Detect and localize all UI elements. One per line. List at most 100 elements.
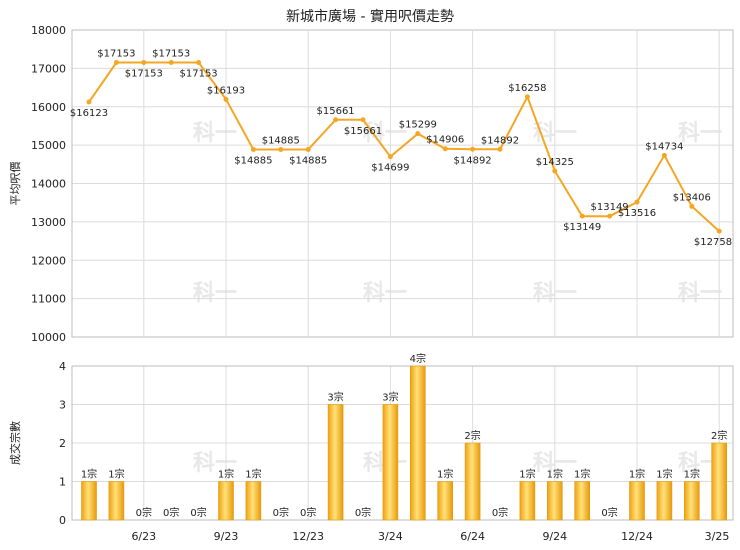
count-data-label: 2宗: [711, 429, 727, 442]
count-data-label: 1宗: [629, 468, 645, 481]
watermark-text: 科一: [193, 281, 237, 306]
count-bar: [629, 481, 645, 521]
count-bar: [245, 481, 262, 521]
price-point: [141, 60, 147, 66]
price-data-label: $17153: [152, 49, 190, 60]
count-data-label: 1宗: [519, 468, 535, 481]
price-data-label: $13516: [618, 208, 656, 219]
plot-frame-top: [71, 29, 734, 338]
price-data-label: $17153: [180, 69, 218, 80]
price-data-label: $15299: [399, 120, 437, 131]
count-data-label: 1宗: [437, 468, 453, 481]
x-tick-label: 12/23: [292, 530, 324, 543]
price-point: [305, 147, 311, 153]
y-tick-label: 17000: [31, 62, 66, 75]
count-data-label: 0宗: [190, 506, 206, 519]
price-data-label: $16258: [508, 83, 546, 94]
count-bar: [683, 481, 700, 521]
y-tick-label: 1: [59, 476, 66, 489]
price-point: [716, 228, 722, 234]
x-tick-label: 6/23: [131, 530, 156, 543]
x-tick-label: 12/24: [621, 530, 653, 543]
price-data-label: $14892: [454, 155, 492, 166]
price-point: [497, 146, 503, 152]
price-point: [470, 146, 476, 152]
count-bar: [409, 365, 426, 521]
count-data-label: 1宗: [245, 468, 261, 481]
count-bar: [218, 481, 234, 521]
y-tick-label: 4: [59, 360, 66, 373]
y-tick-label: 2: [59, 437, 66, 450]
price-data-label: $13406: [673, 192, 711, 203]
price-data-label: $14734: [645, 141, 683, 152]
price-data-label: $17153: [97, 49, 135, 60]
price-data-label: $15661: [317, 106, 355, 117]
chart-title: 新城市廣場 - 實用呎價走勢: [286, 9, 454, 25]
price-data-label: $14892: [481, 135, 519, 146]
price-point: [661, 152, 667, 158]
count-data-label: 0宗: [355, 506, 371, 519]
y-tick-label: 10000: [31, 331, 66, 344]
count-data-label: 0宗: [273, 506, 289, 519]
price-data-label: $16193: [207, 85, 245, 96]
y-tick-label: 15000: [31, 139, 66, 152]
price-point: [442, 146, 448, 152]
count-bar: [711, 442, 728, 521]
price-data-label: $14699: [371, 163, 409, 174]
price-series-line: [88, 61, 720, 232]
y-tick-label: 3: [59, 399, 66, 412]
price-point: [634, 199, 640, 205]
y-tick-label: 14000: [31, 178, 66, 191]
x-tick-label: 9/23: [214, 530, 239, 543]
count-bar: [382, 404, 399, 521]
price-data-label: $14325: [536, 157, 574, 168]
count-data-label: 1宗: [108, 468, 124, 481]
price-point: [223, 96, 229, 102]
count-data-label: 1宗: [684, 468, 700, 481]
count-data-label: 1宗: [218, 468, 234, 481]
price-data-label: $13149: [591, 202, 629, 213]
count-data-label: 4宗: [410, 352, 426, 365]
count-data-label: 0宗: [300, 506, 316, 519]
watermark-text: 科一: [193, 121, 237, 146]
price-point: [579, 213, 585, 219]
count-data-label: 3宗: [327, 391, 343, 404]
y-axis-label-price: 平均呎價: [8, 162, 22, 206]
count-bar: [327, 404, 344, 521]
price-data-label: $17153: [125, 69, 163, 80]
y-tick-label: 12000: [31, 254, 66, 267]
count-data-label: 0宗: [601, 506, 617, 519]
price-point: [689, 203, 695, 209]
price-data-label: $14906: [426, 135, 464, 146]
count-data-label: 2宗: [464, 429, 480, 442]
x-tick-label: 3/25: [705, 530, 730, 543]
watermark-text: 科一: [363, 281, 407, 306]
count-data-label: 0宗: [163, 506, 179, 519]
price-point: [250, 147, 256, 153]
count-bar: [108, 481, 125, 521]
count-data-label: 0宗: [492, 506, 508, 519]
count-bar: [464, 442, 481, 521]
price-point: [86, 99, 92, 105]
price-point: [415, 131, 421, 137]
x-tick-label: 6/24: [460, 530, 485, 543]
price-point: [333, 117, 339, 123]
count-data-label: 1宗: [547, 468, 563, 481]
watermark-text: 科一: [678, 281, 722, 306]
y-tick-label: 0: [59, 514, 66, 527]
price-point: [387, 154, 393, 160]
watermark-text: 科一: [678, 121, 722, 146]
price-data-label: $14885: [289, 156, 327, 167]
price-point: [278, 147, 284, 153]
watermark-text: 科一: [193, 451, 237, 476]
plot-frame-bottom: [71, 365, 734, 521]
y-tick-label: 18000: [31, 24, 66, 37]
price-data-label: $13149: [563, 222, 601, 233]
count-bar: [437, 481, 454, 521]
count-data-label: 0宗: [136, 506, 152, 519]
price-point: [552, 168, 558, 174]
price-data-label: $14885: [234, 156, 272, 167]
price-data-label: $12758: [694, 237, 732, 248]
